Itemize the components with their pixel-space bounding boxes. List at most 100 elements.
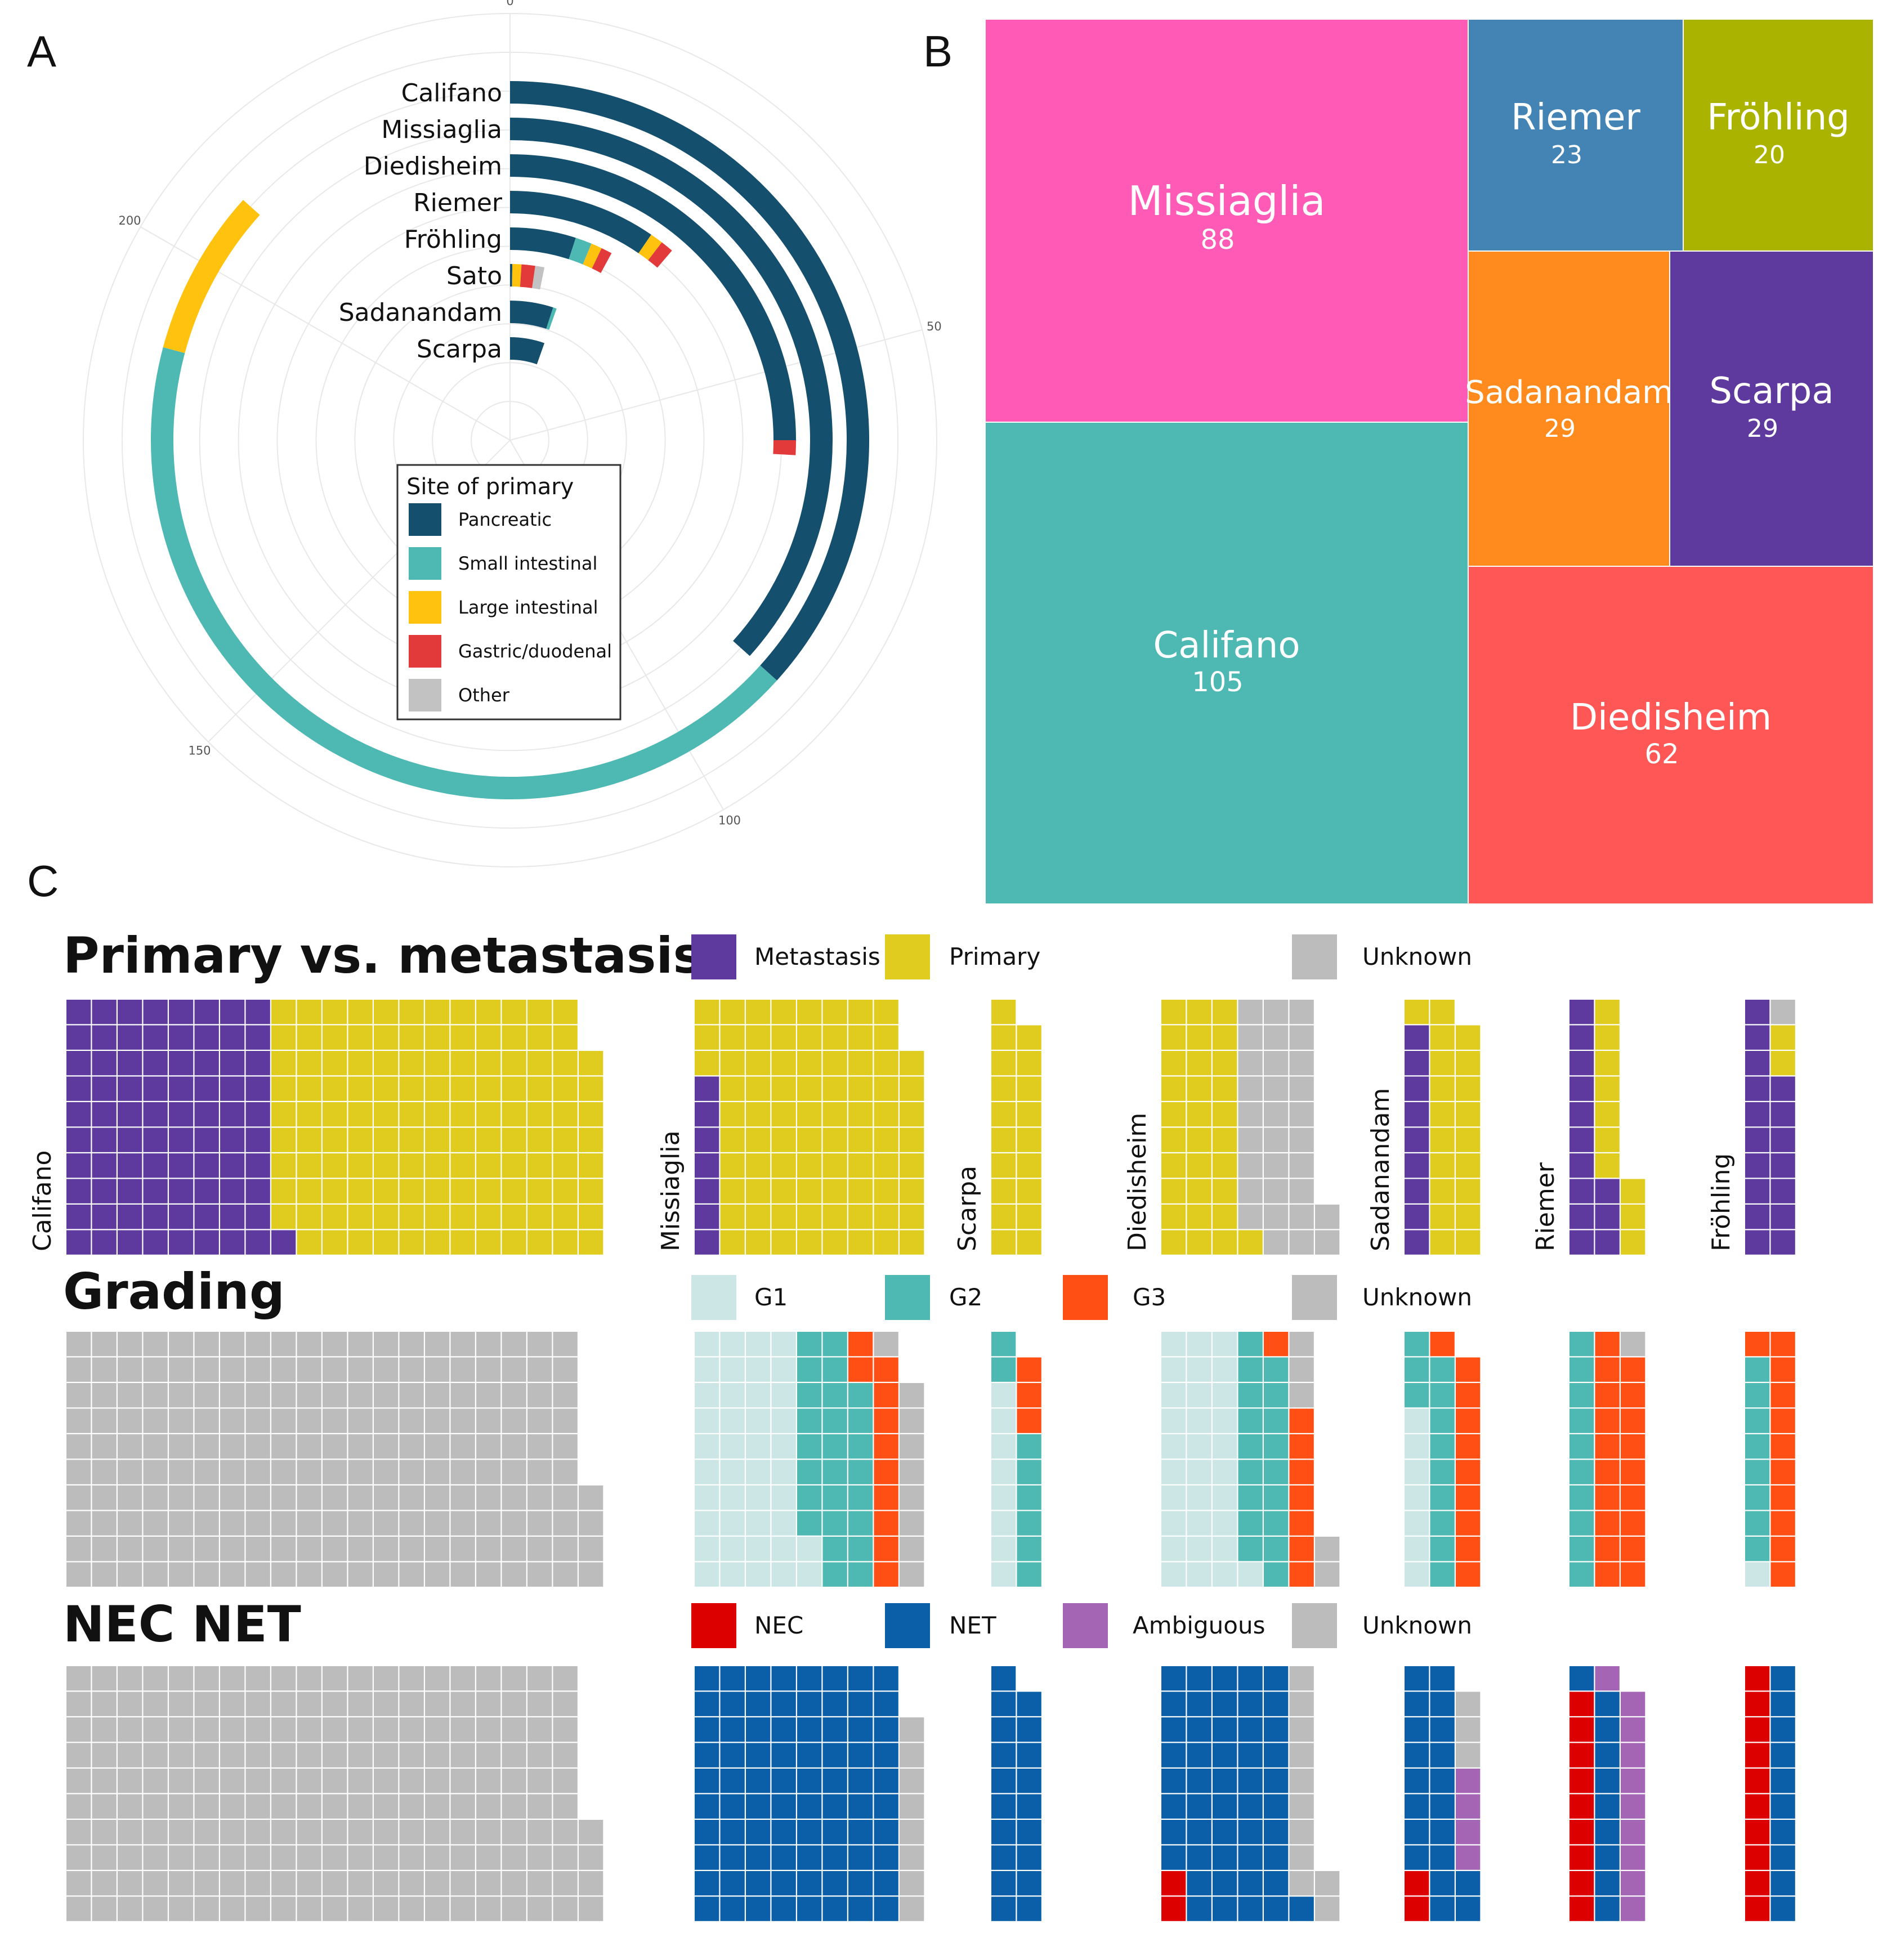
waffle-cell-metastasis: [66, 1025, 91, 1050]
waffle-legend-swatch-primary: [885, 934, 930, 979]
waffle-cell-unknown: [374, 1383, 399, 1408]
waffle-cell-g2: [797, 1383, 822, 1408]
waffle-cell-net: [720, 1845, 745, 1870]
waffle-cell-unknown: [220, 1537, 245, 1561]
waffle-cell-metastasis: [143, 1102, 168, 1127]
waffle-cell-unknown: [92, 1845, 117, 1870]
waffle-cell-primary: [399, 1205, 424, 1229]
waffle-cell-unknown: [245, 1460, 270, 1484]
waffle-cell-unknown: [66, 1408, 91, 1433]
waffle-cell-net: [1405, 1666, 1429, 1691]
waffle-cell-net: [1569, 1666, 1594, 1691]
waffle-cell-net: [1405, 1845, 1429, 1870]
waffle-cell-net: [1238, 1691, 1263, 1716]
waffle-cell-g3: [874, 1460, 898, 1484]
waffle-cell-unknown: [92, 1691, 117, 1716]
waffle-cell-net: [746, 1794, 771, 1819]
waffle-cell-g1: [746, 1332, 771, 1357]
waffle-cell-unknown: [169, 1666, 194, 1691]
waffle-cell-metastasis: [245, 1025, 270, 1050]
waffle-cell-g2: [1017, 1511, 1041, 1536]
grid-spoke: [140, 226, 511, 441]
waffle-cell-unknown: [323, 1794, 347, 1819]
waffle-cell-primary: [874, 1051, 898, 1076]
waffle-cell-metastasis: [1569, 1051, 1594, 1076]
waffle-cell-metastasis: [1569, 1025, 1594, 1050]
waffle-cell-metastasis: [1745, 1179, 1770, 1203]
waffle-cell-unknown: [450, 1717, 475, 1742]
waffle-cell-g3: [1770, 1383, 1795, 1408]
waffle-cell-net: [746, 1896, 771, 1921]
waffle-cell-primary: [348, 1127, 373, 1152]
waffle-cell-g3: [874, 1511, 898, 1536]
waffle-cell-unknown: [245, 1871, 270, 1896]
waffle-cell-primary: [1187, 1179, 1211, 1203]
waffle-cell-unknown: [1770, 1000, 1795, 1024]
waffle-cell-metastasis: [1569, 1127, 1594, 1152]
waffle-cell-g2: [1238, 1485, 1263, 1510]
treemap-tile-missiaglia: [985, 19, 1469, 423]
waffle-cell-primary: [1017, 1179, 1041, 1203]
waffle-cell-g1: [720, 1383, 745, 1408]
waffle-cell-metastasis: [220, 1153, 245, 1178]
waffle-cell-unknown: [220, 1845, 245, 1870]
waffle-cell-metastasis: [245, 1102, 270, 1127]
waffle-dataset-label-fröhling: Fröhling: [1707, 1153, 1736, 1251]
waffle-cell-unknown: [118, 1717, 142, 1742]
waffle-cell-primary: [1187, 1076, 1211, 1101]
waffle-cell-unknown: [502, 1717, 526, 1742]
waffle-cell-primary: [1456, 1153, 1481, 1178]
waffle-legend-label-nec: NEC: [754, 1612, 803, 1639]
waffle-cell-unknown: [1289, 1332, 1314, 1357]
waffle-cell-g1: [991, 1485, 1016, 1510]
waffle-cell-g2: [1569, 1383, 1594, 1408]
waffle-cell-metastasis: [1569, 1205, 1594, 1229]
waffle-cell-unknown: [553, 1896, 578, 1921]
waffle-cell-nec: [1569, 1691, 1594, 1716]
waffle-cell-net: [848, 1820, 873, 1845]
waffle-cell-metastasis: [92, 1230, 117, 1255]
waffle-cell-unknown: [374, 1537, 399, 1561]
waffle-cell-metastasis: [695, 1153, 719, 1178]
waffle-cell-g1: [1161, 1562, 1186, 1587]
waffle-cell-unknown: [245, 1896, 270, 1921]
waffle-cell-primary: [746, 1127, 771, 1152]
waffle-cell-primary: [348, 1076, 373, 1101]
waffle-cell-unknown: [194, 1666, 219, 1691]
waffle-cell-unknown: [502, 1794, 526, 1819]
waffle-cell-unknown: [579, 1896, 603, 1921]
waffle-cell-metastasis: [1405, 1205, 1429, 1229]
waffle-cell-net: [822, 1717, 847, 1742]
waffle-cell-primary: [771, 1179, 796, 1203]
waffle-cell-unknown: [323, 1537, 347, 1561]
waffle-cell-primary: [771, 1076, 796, 1101]
waffle-cell-primary: [579, 1153, 603, 1178]
waffle-cell-g2: [1264, 1511, 1289, 1536]
waffle-cell-unknown: [118, 1562, 142, 1587]
waffle-cell-primary: [502, 1230, 526, 1255]
waffle-cell-unknown: [527, 1871, 552, 1896]
waffle-cell-g1: [746, 1357, 771, 1382]
waffle-cell-net: [695, 1820, 719, 1845]
waffle-cell-primary: [579, 1102, 603, 1127]
waffle-cell-g3: [1621, 1383, 1645, 1408]
waffle-cell-primary: [771, 1051, 796, 1076]
waffle-cell-net: [1405, 1794, 1429, 1819]
waffle-cell-unknown: [527, 1434, 552, 1459]
waffle-cell-g1: [695, 1485, 719, 1510]
waffle-cell-g3: [1595, 1562, 1620, 1587]
waffle-cell-unknown: [143, 1794, 168, 1819]
waffle-cell-g2: [1745, 1485, 1770, 1510]
waffle-cell-unknown: [527, 1485, 552, 1510]
waffle-cell-unknown: [194, 1357, 219, 1382]
waffle-cell-unknown: [527, 1691, 552, 1716]
waffle-cell-g1: [1187, 1357, 1211, 1382]
waffle-cell-unknown: [527, 1383, 552, 1408]
waffle-cell-g1: [695, 1537, 719, 1561]
waffle-cell-metastasis: [66, 1051, 91, 1076]
waffle-cell-metastasis: [245, 1127, 270, 1152]
waffle-cell-unknown: [553, 1769, 578, 1793]
waffle-cell-primary: [1430, 1076, 1455, 1101]
waffle-cell-net: [874, 1794, 898, 1819]
waffle-cell-g1: [1187, 1537, 1211, 1561]
